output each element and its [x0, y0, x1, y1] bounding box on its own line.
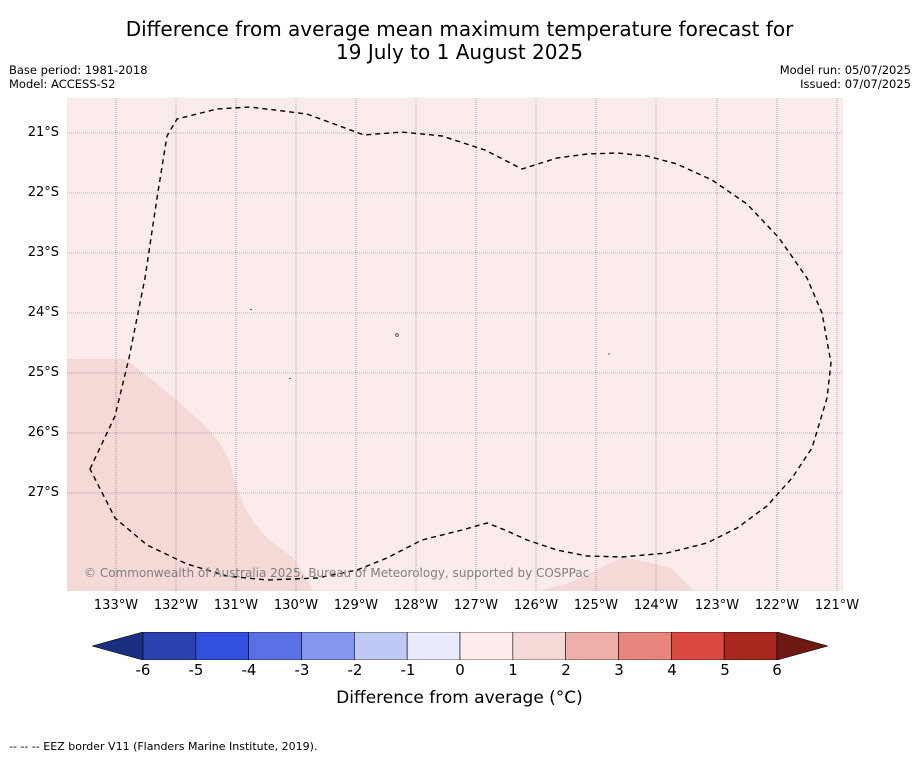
lat-label: 27°S	[27, 485, 59, 500]
colorbar-cell	[618, 632, 672, 660]
colorbar-cell	[671, 632, 725, 660]
colorbar-cell	[723, 632, 778, 660]
forecast-map	[67, 98, 843, 591]
map-title: Difference from average mean maximum tem…	[0, 18, 919, 64]
title-line-2: 19 July to 1 August 2025	[336, 40, 583, 64]
lat-label: 23°S	[27, 245, 59, 260]
lon-label: 127°W	[453, 598, 499, 613]
colorbar-cell	[195, 632, 249, 660]
colorbar-tick: 4	[667, 661, 677, 679]
model-run-text: Model run: 05/07/2025	[779, 63, 911, 77]
colorbar-tick: 0	[455, 661, 465, 679]
lon-label: 126°W	[513, 598, 559, 613]
lon-label: 124°W	[633, 598, 679, 613]
lon-label: 129°W	[333, 598, 379, 613]
colorbar-cell	[248, 632, 302, 660]
lon-label: 133°W	[93, 598, 139, 613]
colorbar-cell	[301, 632, 355, 660]
lon-label: 121°W	[814, 598, 860, 613]
colorbar-tick: 2	[561, 661, 571, 679]
model-text: Model: ACCESS-S2	[9, 77, 116, 91]
colorbar-extend-low	[92, 632, 144, 660]
colorbar-tick: -2	[347, 661, 363, 679]
colorbar	[92, 632, 828, 660]
colorbar-cells	[92, 632, 828, 660]
colorbar-cell	[512, 632, 566, 660]
colorbar-cell	[406, 632, 461, 660]
colorbar-tick: -6	[135, 661, 151, 679]
lat-label: 21°S	[27, 125, 59, 140]
colorbar-tick: 6	[772, 661, 782, 679]
eez-legend: -- -- -- EEZ border V11 (Flanders Marine…	[9, 740, 318, 753]
lon-label: 130°W	[273, 598, 319, 613]
warmer-region-west	[67, 359, 313, 591]
copyright-notice: © Commonwealth of Australia 2025, Bureau…	[84, 566, 590, 580]
lat-label: 24°S	[27, 305, 59, 320]
colorbar-tick: -1	[400, 661, 416, 679]
lon-label: 128°W	[393, 598, 439, 613]
colorbar-tick: -5	[188, 661, 204, 679]
base-period-text: Base period: 1981-2018	[9, 63, 148, 77]
info-left: Base period: 1981-2018 Model: ACCESS-S2	[9, 63, 148, 91]
lat-label: 22°S	[27, 185, 59, 200]
lat-label: 25°S	[27, 365, 59, 380]
lat-label: 26°S	[27, 425, 59, 440]
colorbar-tick: -3	[294, 661, 310, 679]
colorbar-label: Difference from average (°C)	[336, 688, 583, 708]
title-line-1: Difference from average mean maximum tem…	[125, 17, 794, 41]
eez-border	[89, 106, 832, 581]
colorbar-cell	[142, 632, 197, 660]
lon-label: 125°W	[573, 598, 619, 613]
colorbar-tick: -4	[241, 661, 257, 679]
colorbar-extend-high	[776, 632, 828, 660]
warmer-region-south	[537, 557, 694, 591]
graticule	[67, 98, 843, 591]
colorbar-cell	[565, 632, 619, 660]
issued-text: Issued: 07/07/2025	[800, 77, 911, 91]
small-islands	[249, 308, 610, 380]
colorbar-tick: 1	[508, 661, 518, 679]
colorbar-tick: 3	[614, 661, 624, 679]
lon-label: 131°W	[213, 598, 259, 613]
lon-label: 123°W	[694, 598, 740, 613]
lon-label: 132°W	[153, 598, 199, 613]
colorbar-cell	[354, 632, 408, 660]
info-right: Model run: 05/07/2025 Issued: 07/07/2025	[780, 63, 911, 91]
colorbar-tick: 5	[720, 661, 730, 679]
colorbar-cell	[459, 632, 514, 660]
lon-label: 122°W	[754, 598, 800, 613]
